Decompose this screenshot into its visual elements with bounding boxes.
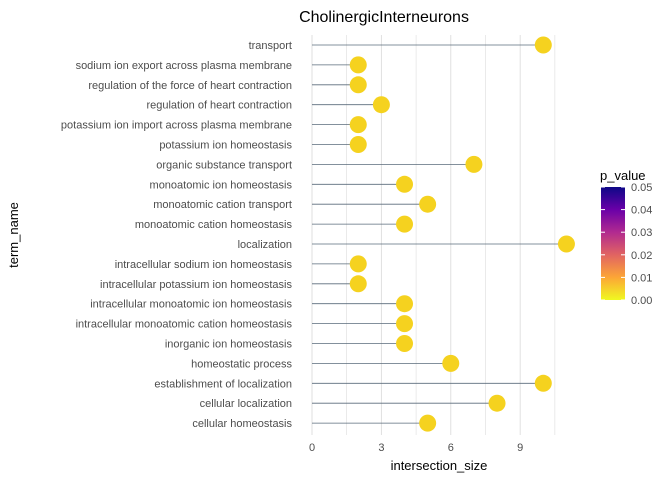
legend-tick-label: 0.02 bbox=[631, 250, 652, 262]
point bbox=[419, 195, 437, 213]
legend: p_value 0.05 0.04 0.03 0.02 0.01 0.00 bbox=[600, 168, 652, 307]
legend-ticks: 0.05 0.04 0.03 0.02 0.01 0.00 bbox=[601, 182, 652, 307]
legend-tick-label: 0.04 bbox=[631, 205, 652, 217]
point bbox=[349, 116, 367, 134]
grid-lines bbox=[311, 35, 556, 435]
x-axis-title: intersection_size bbox=[391, 458, 488, 473]
legend-tick-label: 0.00 bbox=[631, 295, 652, 307]
y-tick-label: cellular localization bbox=[200, 398, 292, 410]
point bbox=[396, 215, 414, 233]
point bbox=[442, 354, 460, 372]
y-tick-label: potassium ion import across plasma membr… bbox=[61, 120, 292, 132]
point bbox=[534, 36, 552, 54]
point bbox=[396, 335, 414, 352]
y-tick-label: establishment of localization bbox=[154, 378, 292, 390]
point bbox=[349, 56, 367, 74]
legend-tick-label: 0.01 bbox=[631, 272, 652, 284]
legend-colorbar bbox=[601, 187, 625, 300]
point bbox=[349, 255, 367, 273]
y-tick-label: monoatomic cation homeostasis bbox=[135, 219, 293, 231]
point bbox=[396, 315, 414, 333]
y-tick-label: cellular homeostasis bbox=[192, 418, 292, 430]
y-tick-label: homeostatic process bbox=[191, 358, 292, 370]
y-tick-label: localization bbox=[238, 239, 292, 251]
y-tick-label: inorganic ion homeostasis bbox=[165, 339, 293, 351]
point bbox=[488, 394, 506, 412]
point bbox=[465, 155, 483, 173]
y-tick-label: intracellular monoatomic cation homeosta… bbox=[76, 319, 293, 331]
y-tick-label: potassium ion homeostasis bbox=[159, 140, 292, 152]
legend-tick-label: 0.03 bbox=[631, 227, 652, 239]
point bbox=[419, 414, 437, 432]
y-tick-label: monoatomic cation transport bbox=[153, 199, 292, 211]
legend-tick-label: 0.05 bbox=[631, 182, 652, 194]
legend-title: p_value bbox=[600, 168, 646, 183]
point bbox=[372, 96, 390, 114]
points bbox=[349, 36, 575, 432]
chart-title: CholinergicInterneurons bbox=[299, 9, 469, 26]
point bbox=[534, 374, 552, 392]
y-tick-labels: transport sodium ion export across plasma… bbox=[61, 40, 293, 430]
y-tick-label: regulation of the force of heart contrac… bbox=[88, 80, 292, 92]
y-tick-label: transport bbox=[249, 40, 292, 52]
x-tick-label: 0 bbox=[309, 442, 315, 454]
y-tick-label: sodium ion export across plasma membrane bbox=[76, 60, 292, 72]
point bbox=[349, 275, 367, 293]
x-tick-labels: 0 3 6 9 bbox=[309, 442, 523, 454]
y-tick-label: organic substance transport bbox=[156, 159, 292, 171]
point bbox=[349, 76, 367, 94]
point bbox=[349, 136, 367, 153]
point bbox=[557, 235, 575, 253]
y-tick-label: regulation of heart contraction bbox=[146, 100, 292, 112]
y-tick-label: intracellular sodium ion homeostasis bbox=[115, 259, 293, 271]
stems bbox=[312, 44, 567, 424]
x-tick-label: 9 bbox=[517, 442, 523, 454]
point bbox=[396, 175, 414, 193]
x-tick-label: 3 bbox=[378, 442, 384, 454]
y-tick-label: intracellular potassium ion homeostasis bbox=[100, 279, 292, 291]
y-tick-label: intracellular monoatomic ion homeostasis bbox=[90, 299, 292, 311]
y-axis-title: term_name bbox=[6, 202, 21, 268]
point bbox=[396, 295, 414, 313]
y-tick-label: monoatomic ion homeostasis bbox=[150, 179, 293, 191]
x-tick-label: 6 bbox=[448, 442, 454, 454]
